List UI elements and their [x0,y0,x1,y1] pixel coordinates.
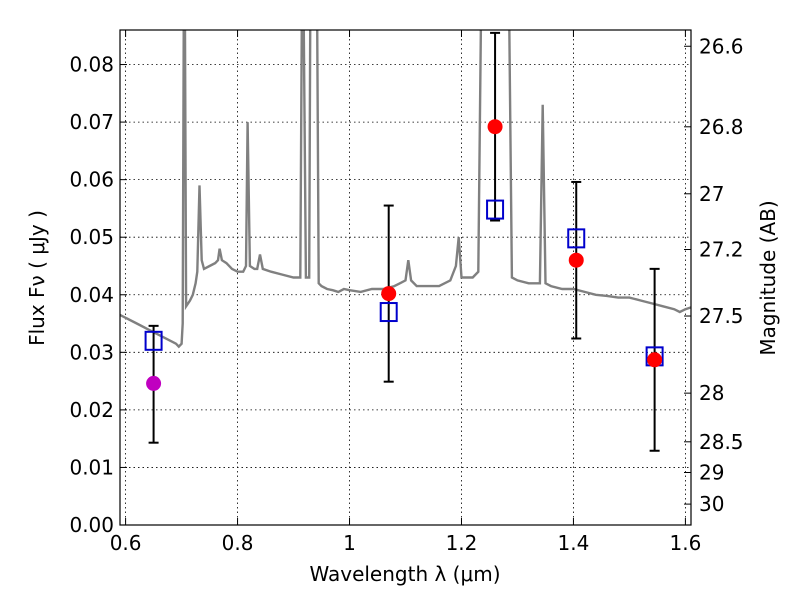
y-tick-label: 0.02 [69,398,114,422]
magnitude-axis-ticks: 26.6 26.8 27 27.2 27.5 28 28.5 29 30 [684,34,744,516]
magnitude-tick-label: 27.2 [699,238,744,262]
observed-flux-point [568,252,584,268]
magnitude-tick-label: 26.6 [699,34,744,58]
x-axis-ticks: 0.6 0.8 1 1.2 1.4 1.6 [110,30,701,555]
x-tick-label: 1.6 [669,531,701,555]
model-photometry-squares [144,199,664,367]
magnitude-tick-label: 26.8 [699,115,744,139]
y-tick-label: 0.06 [69,168,114,192]
magnitude-tick-label: 30 [699,492,724,516]
magnitude-tick-label: 28.5 [699,430,744,454]
y-tick-label: 0.00 [69,513,114,537]
y-tick-label: 0.07 [69,110,114,134]
error-bars [148,31,660,452]
y-tick-label: 0.01 [69,455,114,479]
x-tick-label: 1.2 [446,531,478,555]
model-photometry-square [567,228,586,249]
model-photometry-square [379,302,398,323]
y-tick-label: 0.04 [69,283,114,307]
y-tick-label: 0.03 [69,340,114,364]
magnitude-tick-label: 28 [699,381,724,405]
x-axis-label: Wavelength λ (μm) [309,562,500,586]
observed-flux-point [487,119,503,135]
model-photometry-square [486,199,505,220]
x-tick-label: 0.6 [110,531,142,555]
observed-flux-point-optical [146,375,162,391]
observed-flux-point [647,352,663,368]
plot-frame [119,29,692,526]
model-photometry-square [144,330,163,351]
x-tick-label: 1.4 [558,531,590,555]
y-axis-label: Flux Fν ( μJy ) [25,210,49,346]
magnitude-axis-label: Magnitude (AB) [756,200,780,355]
magnitude-tick-label: 27.5 [699,304,744,328]
x-tick-label: 0.8 [222,531,254,555]
x-tick-label: 1 [343,531,356,555]
y-tick-label: 0.05 [69,225,114,249]
magnitude-tick-label: 27 [699,182,724,206]
plot-area [120,30,691,452]
template-spectrum-line [120,30,691,349]
observed-flux-points [146,119,663,391]
y-tick-label: 0.08 [69,53,114,77]
magnitude-tick-label: 29 [699,461,724,485]
y-axis-ticks: 0.00 0.01 0.02 0.03 0.04 0.05 0.06 0.07 0.08 [69,53,127,537]
observed-flux-point [381,286,397,302]
